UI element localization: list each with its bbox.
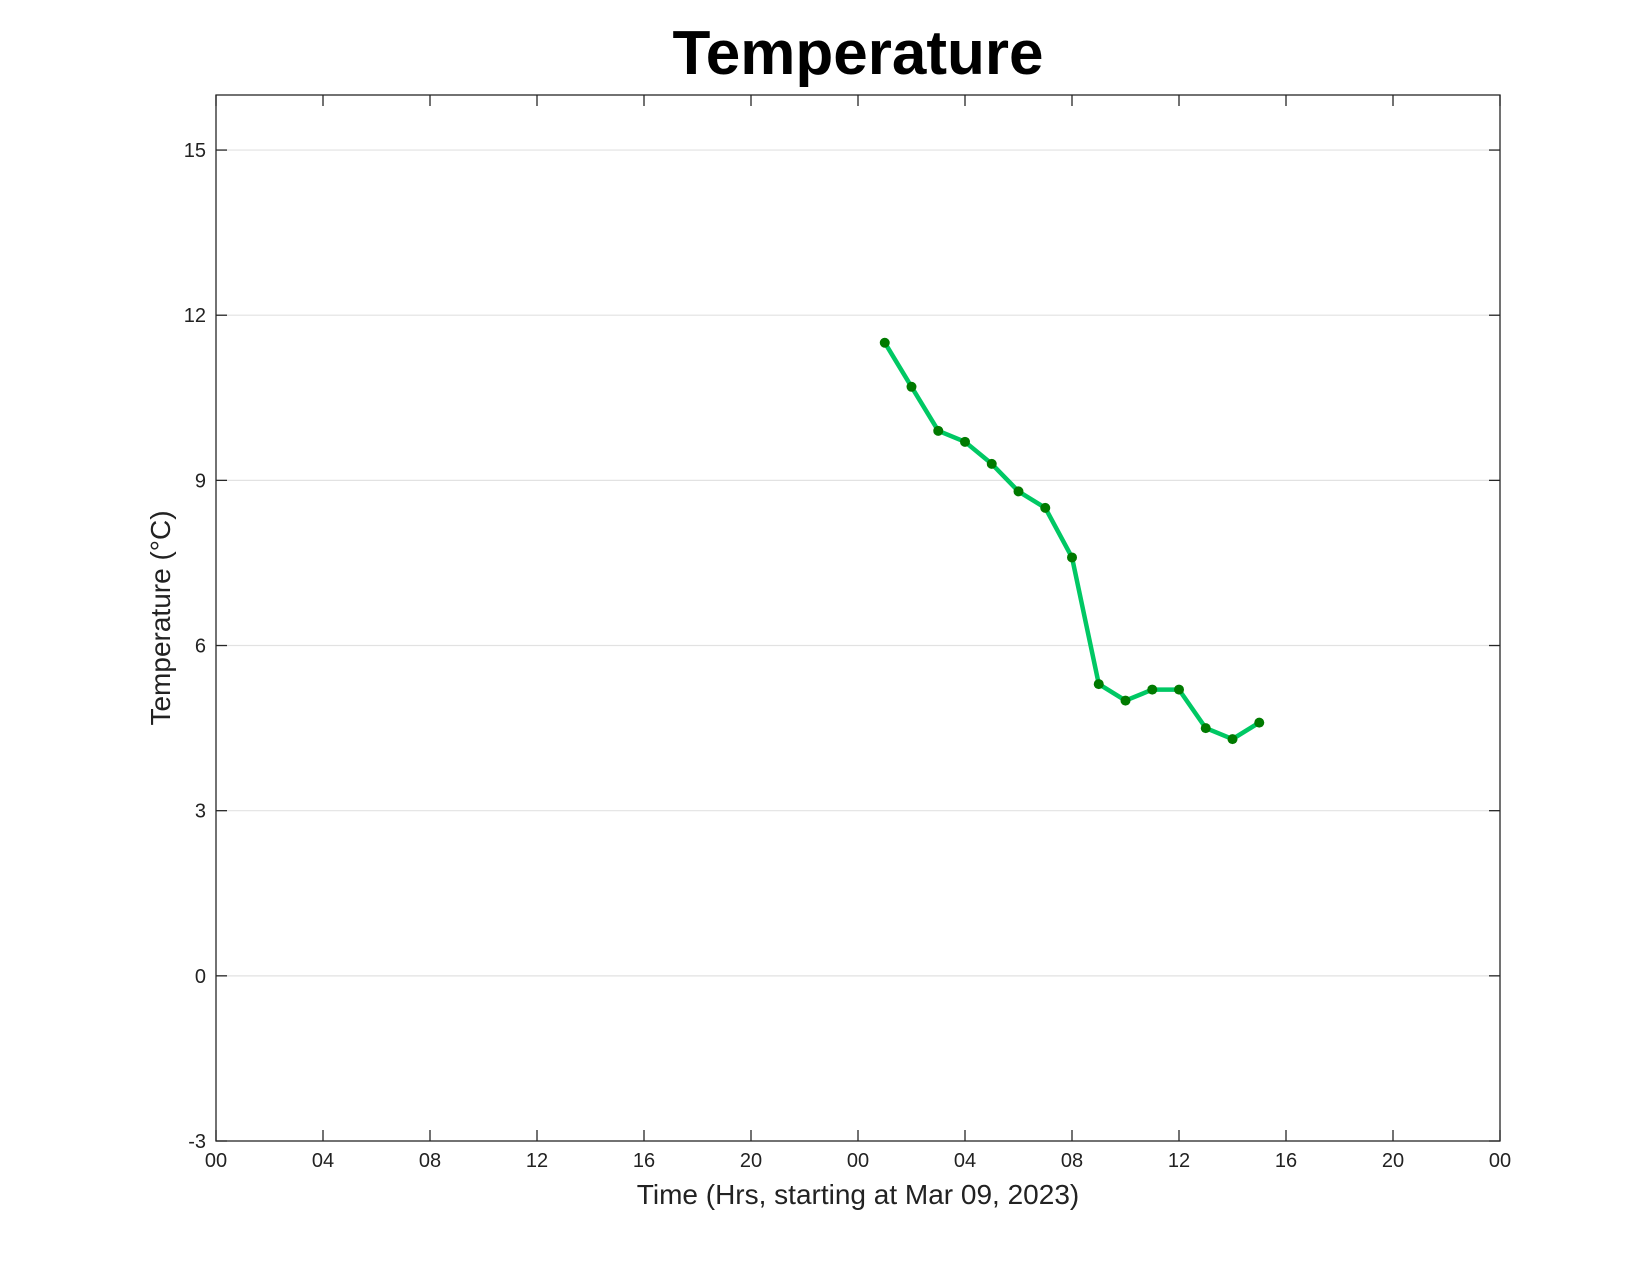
x-tick-label: 04: [312, 1150, 334, 1172]
x-tick-label: 16: [633, 1150, 655, 1172]
y-tick-label: 3: [195, 801, 206, 823]
y-tick-label: 6: [195, 636, 206, 658]
x-tick-label: 08: [419, 1150, 441, 1172]
temperature-data-point: [960, 436, 970, 447]
temperature-data-point: [1147, 684, 1158, 695]
temperature-data-point: [986, 458, 997, 469]
temperature-data-point: [1093, 679, 1104, 690]
temperature-data-point: [1254, 717, 1265, 728]
y-tick-label: 12: [184, 305, 206, 327]
temperature-data-point: [1200, 723, 1211, 734]
temperature-data-point: [906, 381, 917, 392]
y-tick-label: 0: [195, 966, 206, 988]
grid-lines: [216, 149, 1500, 977]
x-tick-label: 20: [1382, 1150, 1404, 1172]
x-tick-label: 20: [740, 1150, 762, 1172]
x-tick-label: 16: [1275, 1150, 1297, 1172]
temperature-data-point: [1120, 695, 1131, 706]
x-tick-label: 04: [954, 1150, 976, 1172]
x-axis-label: Time (Hrs, starting at Mar 09, 2023): [637, 1179, 1079, 1210]
y-tick-label: 9: [195, 470, 206, 492]
y-tick-label: 15: [184, 140, 206, 162]
temperature-data-point: [879, 337, 890, 348]
temperature-data-point: [1013, 486, 1024, 497]
x-tick-label: 00: [1489, 1150, 1511, 1172]
y-tick-label: -3: [188, 1131, 206, 1153]
temperature-data-point: [1227, 734, 1238, 745]
chart-title: Temperature: [673, 19, 1044, 88]
x-tick-label: 12: [1168, 1150, 1190, 1172]
x-tick-label: 00: [847, 1150, 869, 1172]
y-axis-label: Temperature (°C): [145, 510, 176, 725]
temperature-data-point: [1067, 552, 1077, 563]
temperature-data-point: [1174, 684, 1184, 695]
axis-ticks: -3 0 3 6 9 12 15 00 04 08 12 16 20 00 04 08 12 16 20 00: [184, 95, 1511, 1172]
x-tick-label: 08: [1061, 1150, 1083, 1172]
x-tick-label: 12: [526, 1150, 548, 1172]
temperature-data-point: [1040, 502, 1051, 513]
x-tick-label: 00: [205, 1150, 227, 1172]
temperature-data-point: [933, 425, 944, 436]
series-layer: [879, 337, 1265, 745]
